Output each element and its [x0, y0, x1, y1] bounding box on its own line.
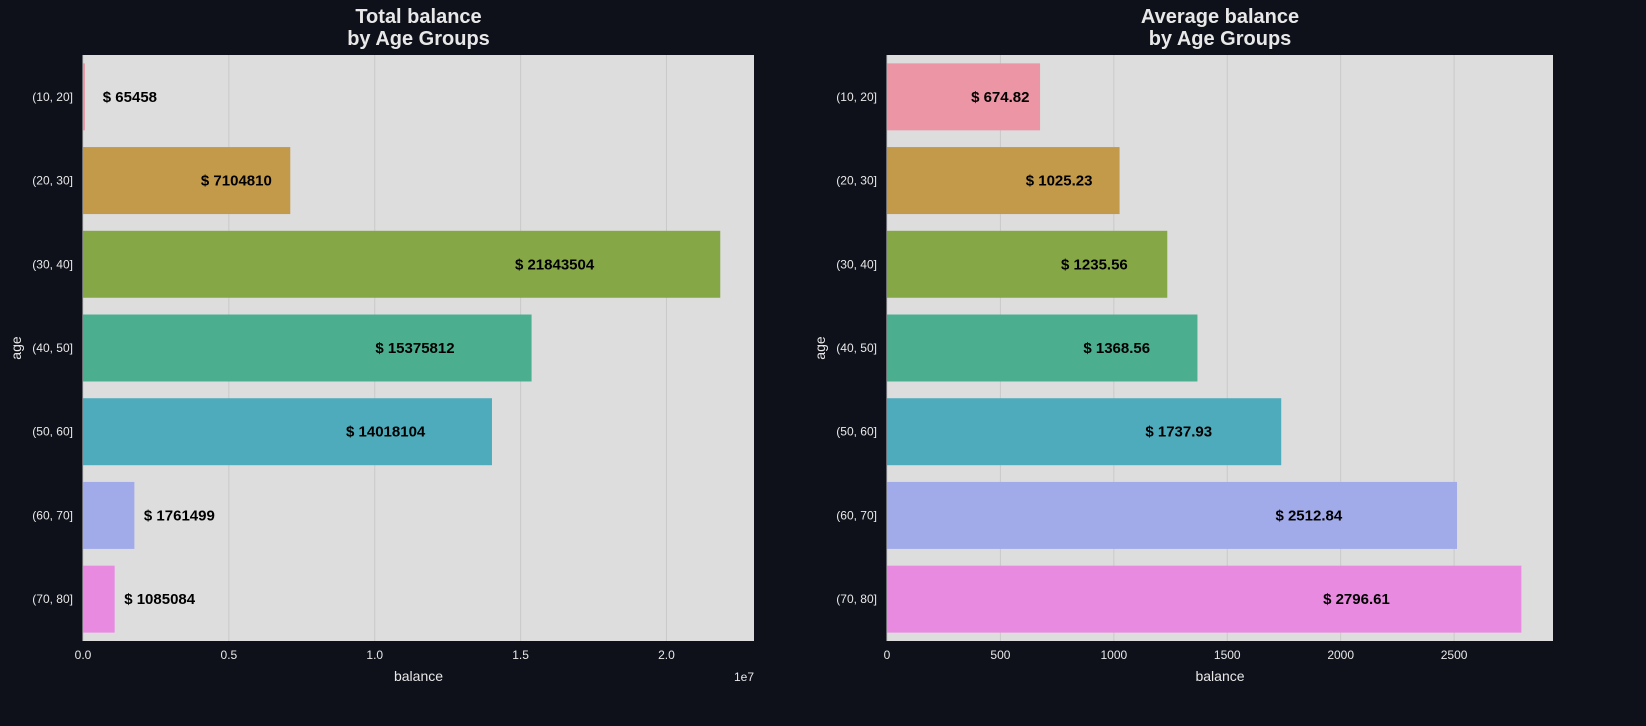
bar-1	[83, 63, 85, 131]
chart-panel-1: $ 65458 (10, 20] $ 7104810 (20, 30] $ 218435…	[8, 6, 754, 684]
bar-5	[83, 398, 492, 466]
x-axis-label: balance	[1195, 668, 1244, 684]
y-tick-label: (20, 30]	[836, 174, 877, 188]
data-label: $ 674.82	[971, 89, 1029, 106]
x-tick-label: 1.0	[366, 648, 383, 662]
bar-3	[887, 230, 1168, 298]
data-label: $ 1368.56	[1083, 340, 1150, 357]
x-tick-label: 0.5	[221, 648, 238, 662]
bar-7	[83, 565, 115, 633]
data-label: $ 2796.61	[1323, 591, 1390, 608]
y-tick-label: (60, 70]	[836, 508, 877, 522]
y-tick-label: (70, 80]	[836, 592, 877, 606]
y-tick-label: (50, 60]	[32, 425, 73, 439]
bar-7	[887, 565, 1522, 633]
bar-5	[887, 398, 1282, 466]
x-tick-label: 2500	[1441, 648, 1468, 662]
data-label: $ 1085084	[124, 591, 196, 608]
bar-6	[83, 481, 135, 549]
x-tick-label: 2.0	[658, 648, 675, 662]
y-axis-label: age	[812, 336, 828, 360]
data-label: $ 2512.84	[1275, 507, 1342, 524]
chart-panel-2: $ 674.82 (10, 20] $ 1025.23 (20, 30] $ 1235.…	[812, 6, 1553, 684]
data-label: $ 15375812	[375, 340, 454, 357]
x-tick-label: 0	[884, 648, 891, 662]
bar-3	[83, 230, 721, 298]
y-tick-label: (60, 70]	[32, 508, 73, 522]
x-tick-label: 500	[990, 648, 1010, 662]
data-label: $ 21843504	[515, 256, 595, 273]
x-axis-label: balance	[394, 668, 443, 684]
y-tick-label: (30, 40]	[836, 257, 877, 271]
data-label: $ 1761499	[144, 507, 215, 524]
x-axis-scale-label: 1e7	[734, 670, 754, 684]
bar-2	[83, 147, 291, 215]
data-label: $ 1737.93	[1145, 424, 1212, 441]
y-tick-label: (10, 20]	[836, 90, 877, 104]
data-label: $ 1235.56	[1061, 256, 1128, 273]
bar-6	[887, 481, 1458, 549]
y-tick-label: (50, 60]	[836, 425, 877, 439]
bar-1	[887, 63, 1041, 131]
x-tick-label: 1.5	[512, 648, 529, 662]
y-axis-label: age	[8, 336, 24, 360]
bar-2	[887, 147, 1120, 215]
y-tick-label: (30, 40]	[32, 257, 73, 271]
y-tick-label: (40, 50]	[836, 341, 877, 355]
chart-title-line: Average balance	[1141, 6, 1299, 28]
x-tick-label: 0.0	[75, 648, 92, 662]
chart-title-line: by Age Groups	[1149, 28, 1292, 50]
bar-4	[887, 314, 1198, 382]
x-tick-label: 2000	[1327, 648, 1354, 662]
y-tick-label: (40, 50]	[32, 341, 73, 355]
y-tick-label: (10, 20]	[32, 90, 73, 104]
data-label: $ 7104810	[201, 173, 272, 190]
data-label: $ 1025.23	[1026, 173, 1093, 190]
y-tick-label: (20, 30]	[32, 174, 73, 188]
x-tick-label: 1500	[1214, 648, 1241, 662]
chart-title-line: by Age Groups	[347, 28, 490, 50]
data-label: $ 14018104	[346, 424, 426, 441]
x-tick-label: 1000	[1100, 648, 1127, 662]
chart-title-line: Total balance	[355, 6, 481, 28]
bar-4	[83, 314, 532, 382]
y-tick-label: (70, 80]	[32, 592, 73, 606]
data-label: $ 65458	[103, 89, 157, 106]
